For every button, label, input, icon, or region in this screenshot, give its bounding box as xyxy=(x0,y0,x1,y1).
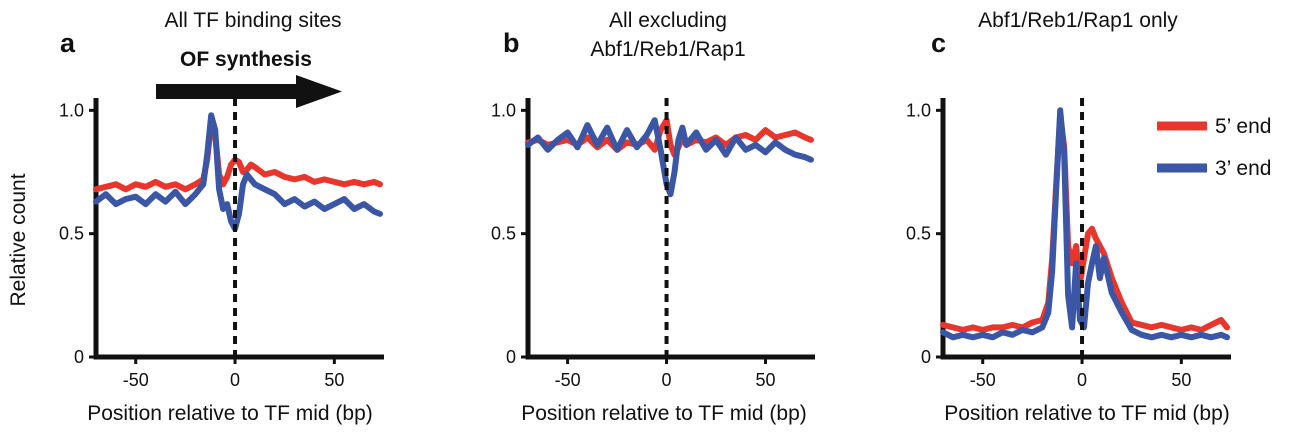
y-tick-label-a: 0 xyxy=(74,347,84,367)
legend-label-3prime: 3’ end xyxy=(1215,157,1271,180)
panel-letter-b: b xyxy=(503,28,520,58)
legend: 5’ end 3’ end xyxy=(1157,115,1271,180)
x-tick-label-b: 0 xyxy=(662,370,672,390)
y-tick-label-b: 1.0 xyxy=(491,100,516,120)
panel-b-title-line2: Abf1/Reb1/Rap1 xyxy=(590,38,745,61)
x-tick-label-c: -50 xyxy=(970,370,996,390)
y-tick-label-a: 0.5 xyxy=(59,224,84,244)
legend-label-5prime: 5’ end xyxy=(1215,115,1271,138)
y-axis-label: Relative count xyxy=(7,173,30,306)
panel-a-title: All TF binding sites xyxy=(164,9,341,32)
x-tick-label-c: 50 xyxy=(1171,370,1191,390)
x-tick-label-b: 50 xyxy=(756,370,776,390)
series-line-a-3prime xyxy=(93,112,383,232)
plot-area: 0 0.5 1.0 -50 0 50 0 0.5 1.0 -50 0 50 0 0.5 1.0 -50 0 50 xyxy=(59,98,1231,390)
of-synthesis-arrow xyxy=(156,75,342,108)
series-line-b-3prime xyxy=(525,117,814,198)
series-line-a-5prime xyxy=(93,119,383,193)
of-synthesis-label: OF synthesis xyxy=(180,48,312,71)
y-tick-label-c: 1.0 xyxy=(906,100,931,120)
panel-a: 0 0.5 1.0 -50 0 50 xyxy=(59,98,384,390)
panel-b: 0 0.5 1.0 -50 0 50 xyxy=(491,98,815,390)
x-tick-label-a: 50 xyxy=(324,370,344,390)
panel-c-title: Abf1/Reb1/Rap1 only xyxy=(978,9,1178,32)
x-tick-label-a: -50 xyxy=(123,370,149,390)
y-tick-label-c: 0 xyxy=(921,347,931,367)
x-tick-label-c: 0 xyxy=(1077,370,1087,390)
y-tick-label-b: 0 xyxy=(506,347,516,367)
panel-letter-a: a xyxy=(60,28,76,58)
y-tick-label-b: 0.5 xyxy=(491,224,516,244)
y-tick-label-a: 1.0 xyxy=(59,100,84,120)
x-tick-label-b: -50 xyxy=(555,370,581,390)
x-axis-label-c: Position relative to TF mid (bp) xyxy=(944,402,1230,425)
y-tick-label-c: 0.5 xyxy=(906,224,931,244)
panel-b-title-line1: All excluding xyxy=(609,9,727,32)
x-axis-label-b: Position relative to TF mid (bp) xyxy=(521,402,807,425)
series-line-c-3prime xyxy=(940,107,1230,341)
x-axis-label-a: Position relative to TF mid (bp) xyxy=(87,402,373,425)
panel-c: 0 0.5 1.0 -50 0 50 xyxy=(906,98,1231,390)
panel-letter-c: c xyxy=(931,28,946,58)
x-tick-label-a: 0 xyxy=(230,370,240,390)
